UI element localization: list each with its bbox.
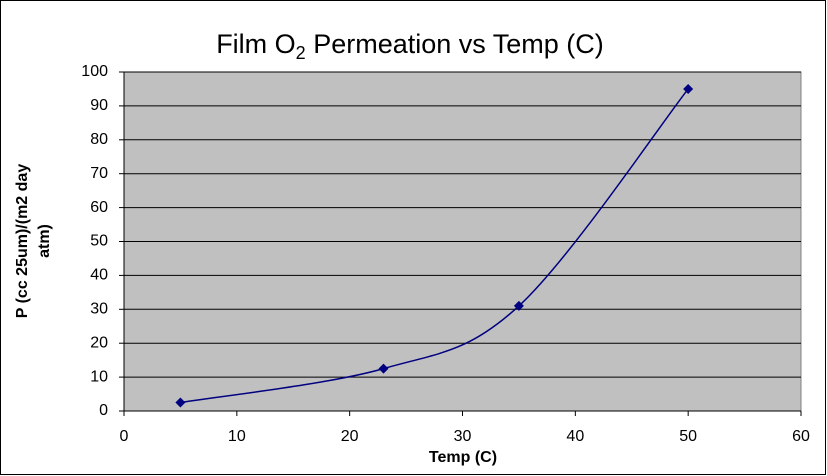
data-point <box>175 397 186 408</box>
x-tick-label: 40 <box>566 428 584 445</box>
x-tick-label: 60 <box>792 428 810 445</box>
y-tick-label: 40 <box>90 267 108 284</box>
y-axis-label: P (cc 25um)/(m2 day atm) <box>14 164 53 319</box>
x-tick-label: 0 <box>120 428 129 445</box>
y-tick-label: 80 <box>90 131 108 148</box>
chart-title: Film O2 Permeation vs Temp (C) <box>216 29 604 63</box>
x-tick-label: 30 <box>454 428 472 445</box>
data-point <box>513 300 524 311</box>
x-tick-label: 50 <box>679 428 697 445</box>
y-tick-label: 70 <box>90 165 108 182</box>
x-axis-label: Temp (C) <box>429 449 497 466</box>
y-tick-label: 30 <box>90 301 108 318</box>
y-tick-label: 90 <box>90 97 108 114</box>
x-tick-label: 10 <box>228 428 246 445</box>
y-tick-label: 0 <box>99 402 108 419</box>
y-tick-label: 20 <box>90 334 108 351</box>
x-tick-label: 20 <box>341 428 359 445</box>
y-tick-label: 100 <box>81 63 108 80</box>
y-tick-label: 50 <box>90 233 108 250</box>
series-line <box>180 88 689 404</box>
data-point <box>378 363 389 374</box>
data-point <box>683 83 694 94</box>
y-tick-label: 10 <box>90 368 108 385</box>
y-tick-label: 60 <box>90 199 108 216</box>
